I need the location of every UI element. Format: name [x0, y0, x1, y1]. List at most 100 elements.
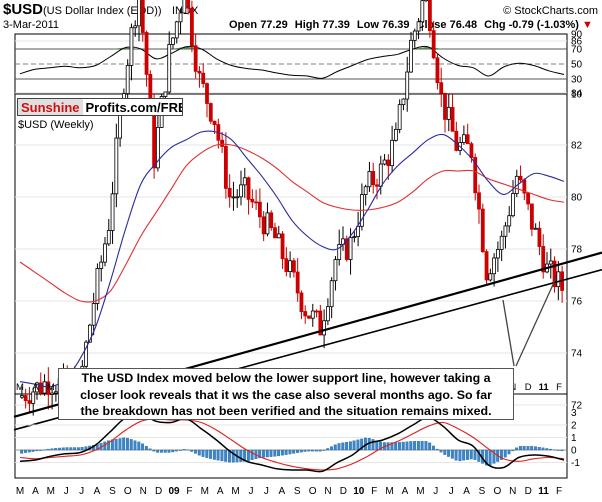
macd-histogram-bar — [330, 446, 333, 451]
macd-histogram-bar — [435, 448, 439, 451]
macd-histogram-bar — [73, 447, 77, 451]
macd-x-tick-label: D — [340, 486, 347, 497]
candle-body — [46, 381, 51, 395]
macd-histogram-bar — [424, 441, 428, 451]
candle-body — [273, 227, 277, 239]
macd-x-tick-label: N — [140, 486, 147, 497]
macd-histogram-bar — [31, 449, 35, 452]
macd-histogram-bar — [322, 449, 326, 451]
candle-body — [197, 70, 202, 74]
source-credit: © StockCharts.com — [503, 5, 598, 17]
candle-body — [31, 391, 36, 404]
macd-x-tick-label: F — [371, 486, 377, 497]
macd-histogram-bar — [182, 449, 186, 451]
rsi-line — [19, 45, 565, 79]
candle-body — [307, 315, 311, 319]
macd-x-tick-label: S — [294, 486, 301, 497]
macd-histogram-bar — [450, 449, 454, 459]
macd-histogram-bar — [175, 449, 179, 452]
candle-body — [484, 251, 489, 281]
macd-histogram-bar — [458, 449, 462, 462]
macd-x-tick-label: M — [16, 486, 24, 497]
candle-body — [87, 324, 92, 343]
macd-x-tick-label: O — [124, 486, 132, 497]
macd-histogram-bar — [129, 439, 133, 451]
candle-body — [367, 171, 372, 188]
candle-body — [412, 30, 417, 41]
candle-body — [212, 120, 217, 126]
chg-value: -0.79 (-1.03%) — [509, 19, 580, 31]
candle-body — [325, 306, 330, 322]
macd-histogram-bar — [148, 448, 152, 451]
candle-body — [416, 21, 421, 32]
price-x-tick-label: F — [556, 382, 562, 393]
macd-histogram-bar — [126, 437, 129, 451]
candle-body — [344, 238, 349, 260]
macd-histogram-bar — [24, 449, 27, 453]
macd-x-tick-label: A — [463, 486, 470, 497]
macd-x-tick-label: A — [402, 486, 409, 497]
macd-x-tick-label: J — [249, 486, 254, 497]
macd-histogram-bar — [454, 449, 458, 461]
price-tick-label: 82 — [571, 141, 583, 152]
candle-body — [235, 196, 240, 199]
candle-body — [363, 186, 368, 195]
open-value: 77.29 — [260, 19, 288, 31]
candle-body — [529, 203, 534, 230]
moving-average-red-line — [19, 143, 565, 303]
macd-histogram-bar — [209, 449, 213, 459]
candle-body — [390, 139, 395, 167]
candle-body — [299, 292, 304, 312]
price-x-tick-label: D — [525, 382, 532, 393]
macd-histogram-bar — [526, 446, 530, 451]
candle-body — [208, 103, 213, 122]
candle-body — [167, 44, 172, 93]
annotation-pointer — [502, 299, 515, 367]
macd-x-tick-label: J — [64, 486, 69, 497]
price-tick-label: 80 — [571, 193, 583, 204]
macd-histogram-bar — [337, 443, 341, 451]
candle-body — [337, 244, 342, 261]
candle-body — [401, 98, 406, 106]
rsi-line-path — [19, 45, 565, 79]
candle-body — [386, 159, 391, 167]
candle-body — [137, 0, 141, 27]
candle-body — [288, 260, 293, 272]
macd-histogram-bar — [439, 449, 443, 453]
candle-body — [284, 258, 289, 272]
macd-histogram-bar — [292, 449, 296, 454]
macd-x-tick-label: 10 — [353, 486, 365, 497]
macd-histogram-bar — [122, 437, 126, 451]
macd-histogram-bar — [379, 441, 383, 451]
candle-body — [556, 271, 561, 288]
price-axis-ticks: 888684828078767472 — [571, 37, 583, 412]
macd-histogram-bar — [262, 449, 265, 458]
macd-x-tick-label: M — [385, 486, 393, 497]
candle-body — [356, 225, 361, 237]
rsi-tick-label: 30 — [571, 75, 583, 86]
candle-body — [23, 395, 28, 402]
macd-histogram-bar — [545, 448, 549, 451]
low-value: 76.39 — [382, 19, 410, 31]
macd-histogram-bar — [69, 447, 73, 451]
annotation-box: The USD Index moved below the lower supp… — [58, 368, 514, 420]
macd-x-tick-label: D — [525, 486, 532, 497]
candle-body — [446, 107, 451, 120]
price-tick-label: 74 — [571, 349, 583, 360]
macd-histogram-bar — [141, 443, 145, 451]
macd-x-tick-label: J — [433, 486, 438, 497]
macd-histogram-bar — [311, 449, 315, 452]
candle-body — [378, 163, 383, 187]
macd-histogram-bar — [80, 447, 84, 451]
candle-body — [171, 37, 175, 45]
candle-body — [265, 212, 270, 235]
candle-body — [19, 395, 24, 398]
price-tick-label: 86 — [571, 37, 583, 48]
candle-body — [201, 72, 206, 84]
candle-body — [291, 260, 296, 273]
macd-histogram-bar — [133, 440, 137, 451]
candle-body — [231, 196, 236, 199]
macd-histogram-bar — [269, 449, 273, 457]
candle-body — [439, 82, 444, 94]
